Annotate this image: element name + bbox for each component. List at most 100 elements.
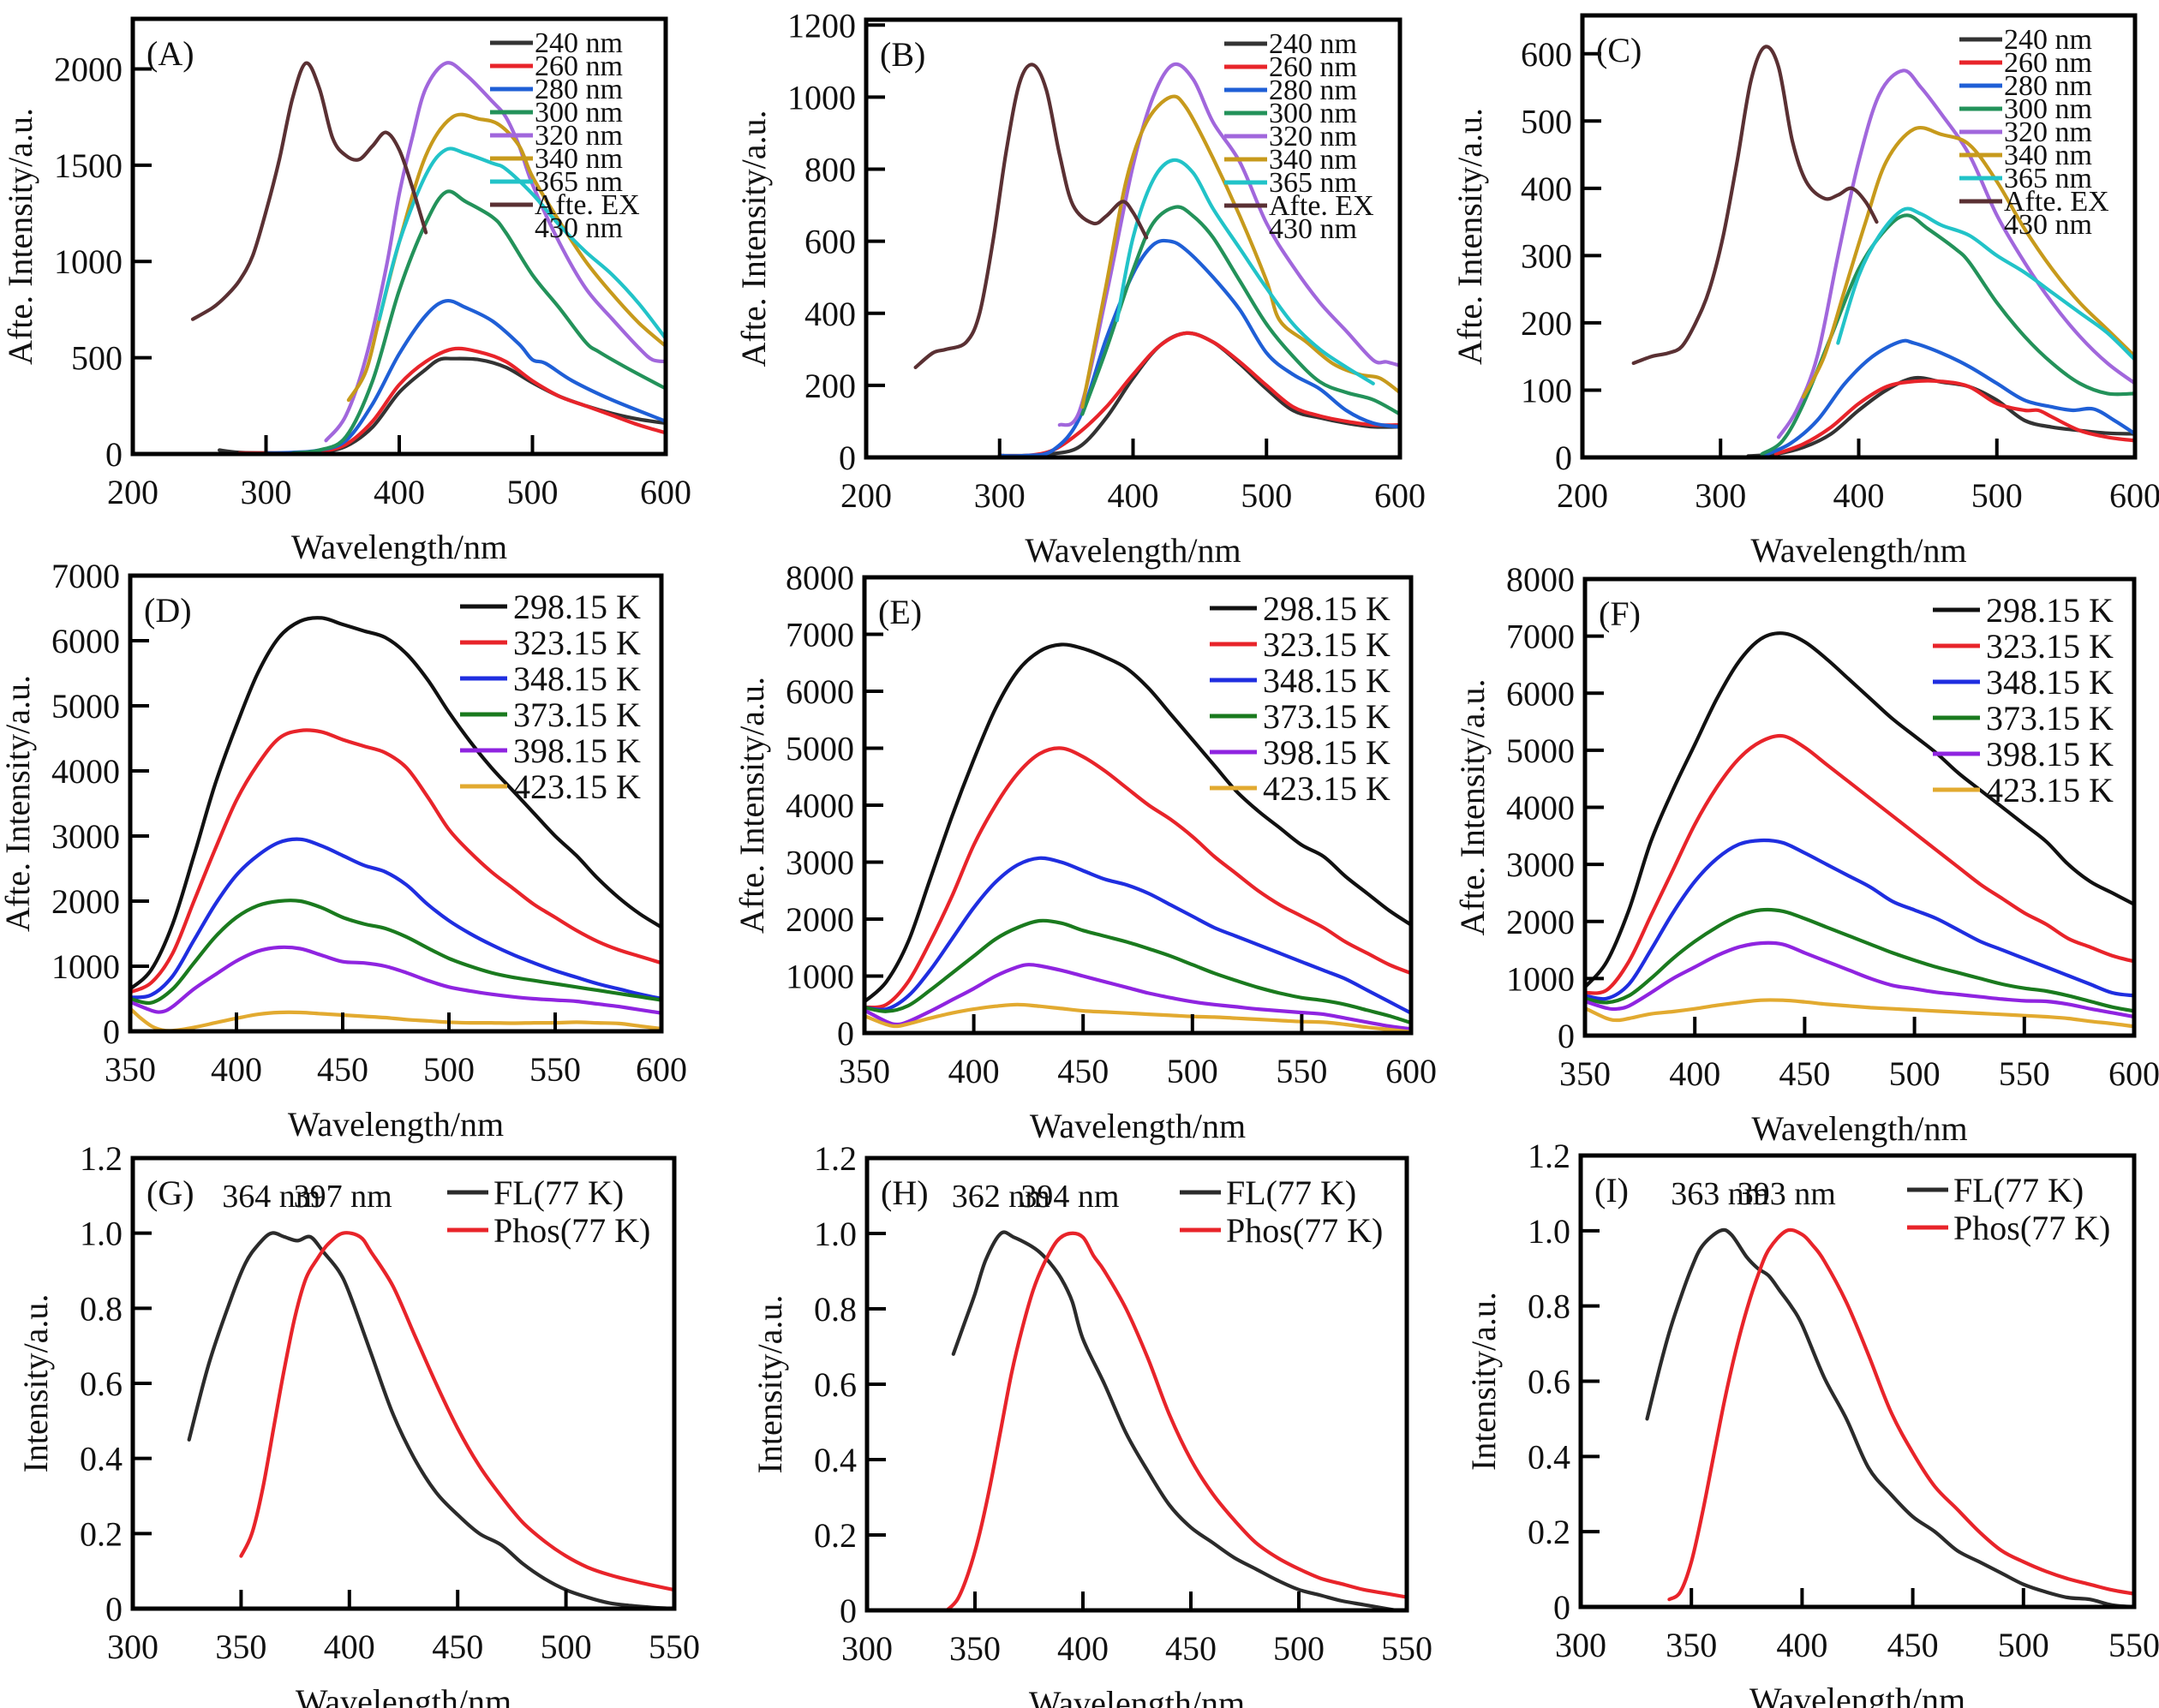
y-axis-title: Intensity/a.u. xyxy=(1464,1292,1503,1471)
y-tick-label: 0.6 xyxy=(1528,1363,1570,1401)
y-tick-label: 1.2 xyxy=(1528,1137,1570,1175)
y-tick-label: 1.2 xyxy=(80,1139,123,1178)
panel-label: (I) xyxy=(1594,1171,1629,1209)
legend-label: 298.15 K xyxy=(1263,589,1390,628)
y-axis-title: Intensity/a.u. xyxy=(751,1295,789,1474)
series-line-fl-77-k xyxy=(951,1230,1398,1610)
legend-label: 280 nm xyxy=(2004,70,2092,102)
y-tick-label: 0.6 xyxy=(814,1365,857,1404)
series-line-348-15-k xyxy=(864,856,1411,1015)
series-line-348-15-k xyxy=(130,837,661,1001)
x-axis-title: Wavelength/nm xyxy=(1751,1109,1967,1148)
legend-label: 340 nm xyxy=(1269,144,1357,176)
x-tick-label: 550 xyxy=(529,1050,581,1089)
y-tick-label: 1.0 xyxy=(814,1215,857,1253)
series-line-280-nm xyxy=(997,238,1400,457)
y-tick-label: 3000 xyxy=(51,817,120,856)
y-tick-label: 0 xyxy=(1553,1588,1570,1627)
x-axis-title: Wavelength/nm xyxy=(1749,1681,1965,1708)
x-tick-label: 400 xyxy=(324,1627,375,1666)
x-axis-title: Wavelength/nm xyxy=(1025,531,1241,570)
peak-annotation: 363 nm xyxy=(1671,1176,1769,1212)
legend: FL(77 K)Phos(77 K) xyxy=(1907,1171,2110,1247)
legend-label: 300 nm xyxy=(535,97,623,128)
y-tick-label: 8000 xyxy=(1506,560,1575,599)
x-tick-label: 600 xyxy=(636,1050,687,1089)
panel-h: 300 350 400 450 500 550 0 0.2 0.4 0.6 0.8 1.0 1.2 Wav… xyxy=(751,1139,1432,1708)
x-tick-label: 600 xyxy=(1385,1052,1437,1090)
x-tick-label: 200 xyxy=(840,476,892,515)
y-tick-label: 0.8 xyxy=(1528,1287,1570,1326)
panel-f: 350 400 450 500 550 6000100020003000400050006… xyxy=(1453,560,2159,1148)
y-tick-label: 0 xyxy=(1555,439,1572,477)
x-tick-label: 550 xyxy=(1381,1629,1432,1668)
y-tick-label: 2000 xyxy=(54,50,123,88)
y-tick-label: 7000 xyxy=(1506,618,1575,656)
series-line-fl-77-k xyxy=(187,1231,674,1609)
x-tick-label: 400 xyxy=(1057,1629,1109,1668)
legend-label: 300 nm xyxy=(2004,93,2092,125)
y-tick-label: 0 xyxy=(837,1014,854,1053)
legend-label: 280 nm xyxy=(535,74,623,105)
y-tick-label: 0.4 xyxy=(814,1441,857,1479)
legend-label: 320 nm xyxy=(2004,116,2092,148)
series-line-365-nm xyxy=(1115,158,1375,385)
panel-label: (A) xyxy=(147,34,194,73)
legend-label: 348.15 K xyxy=(513,660,641,698)
legend-label: 340 nm xyxy=(2004,140,2092,171)
panel-label: (H) xyxy=(881,1174,929,1212)
y-tick-label: 600 xyxy=(1521,35,1572,74)
y-tick-label: 2000 xyxy=(1506,903,1575,941)
x-tick-label: 550 xyxy=(1999,1054,2050,1093)
legend-label: 280 nm xyxy=(1269,75,1357,106)
series-group xyxy=(1631,45,2135,457)
y-tick-label: 0 xyxy=(103,1012,120,1051)
x-tick-label: 600 xyxy=(2108,1054,2159,1093)
y-tick-label: 1000 xyxy=(51,947,120,986)
legend-label: 260 nm xyxy=(2004,47,2092,79)
legend-label: FL(77 K) xyxy=(493,1174,624,1212)
series-line-afte-ex-430-nm xyxy=(1631,45,1879,366)
series-group xyxy=(1585,631,2134,1029)
series-line-348-15-k xyxy=(1585,838,2134,1001)
y-tick-label: 1000 xyxy=(786,958,854,996)
series-line-fl-77-k xyxy=(1645,1227,2134,1607)
legend-label: 348.15 K xyxy=(1263,661,1390,700)
x-tick-label: 300 xyxy=(1555,1626,1606,1664)
peak-annotation: 397 nm xyxy=(294,1179,392,1215)
x-tick-label: 400 xyxy=(374,473,425,511)
series-line-423-15-k xyxy=(864,1002,1411,1033)
legend-label: FL(77 K) xyxy=(1953,1171,2084,1209)
legend-label: 298.15 K xyxy=(1986,591,2114,630)
legend-label: 423.15 K xyxy=(1986,771,2114,809)
x-tick-label: 600 xyxy=(640,473,691,511)
y-tick-label: 0.6 xyxy=(80,1365,123,1403)
series-line-398-15-k xyxy=(864,963,1411,1031)
legend-label: 348.15 K xyxy=(1986,663,2114,702)
series-line-340-nm xyxy=(1801,125,2135,399)
y-axis-title: Afte. Intensity/a.u. xyxy=(1,108,39,365)
legend-label: 373.15 K xyxy=(1263,697,1390,736)
series-line-phos-77-k xyxy=(945,1231,1407,1610)
y-tick-label: 0.4 xyxy=(80,1440,123,1478)
y-tick-label: 800 xyxy=(804,151,856,189)
series-line-320-nm xyxy=(324,61,666,443)
y-tick-label: 200 xyxy=(804,367,856,405)
legend-label: 365 nm xyxy=(535,166,623,198)
y-tick-label: 1.0 xyxy=(80,1215,123,1253)
x-tick-label: 500 xyxy=(423,1050,475,1089)
series-group xyxy=(130,616,661,1031)
x-axis-title: Wavelength/nm xyxy=(288,1105,504,1144)
x-tick-label: 500 xyxy=(1998,1626,2049,1664)
panel-label: (B) xyxy=(880,35,925,74)
y-tick-label: 1000 xyxy=(54,242,123,281)
y-tick-label: 2000 xyxy=(51,882,120,921)
y-tick-label: 2000 xyxy=(786,900,854,939)
y-tick-label: 3000 xyxy=(786,844,854,882)
y-tick-label: 300 xyxy=(1521,236,1572,275)
